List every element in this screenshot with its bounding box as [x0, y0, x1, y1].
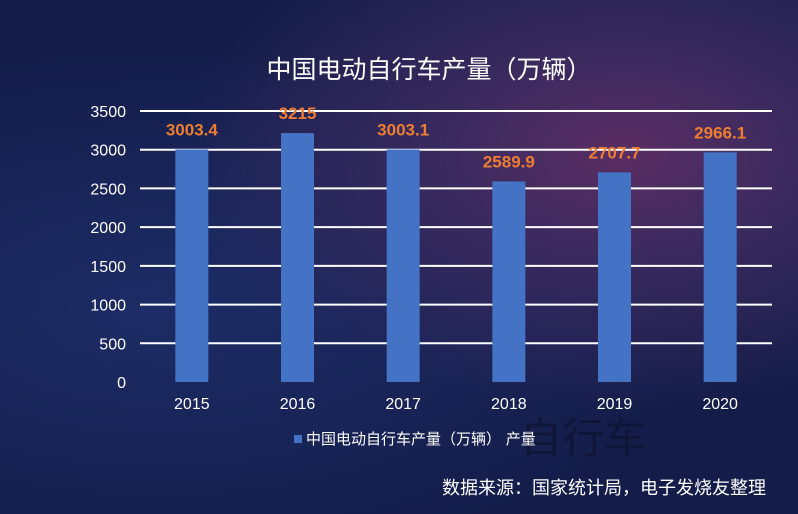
legend-label: 中国电动自行车产量（万辆） 产量: [306, 430, 536, 448]
x-tick-label: 2018: [491, 396, 527, 413]
x-tick-label: 2019: [597, 396, 633, 413]
y-tick-label: 0: [117, 375, 126, 392]
bar: [492, 181, 526, 382]
data-label: 2966.1: [694, 123, 746, 142]
legend: 中国电动自行车产量（万辆） 产量: [294, 428, 536, 449]
chart-title: 中国电动自行车产量（万辆）: [266, 55, 592, 84]
background-watermark: 自行车: [520, 414, 647, 463]
data-label: 3215: [279, 104, 317, 123]
bar: [281, 133, 314, 382]
data-label: 2707.7: [589, 143, 641, 162]
data-label: 3003.1: [377, 120, 429, 139]
bar: [386, 149, 420, 382]
y-tick-label: 2000: [90, 220, 126, 237]
y-tick-label: 1500: [90, 259, 126, 276]
x-tick-label: 2020: [702, 396, 738, 413]
y-tick-label: 500: [99, 336, 126, 353]
x-tick-label: 2015: [174, 396, 210, 413]
x-tick-label: 2017: [385, 396, 421, 413]
bar: [598, 172, 631, 382]
source-note: 数据来源：国家统计局，电子发烧友整理: [442, 478, 766, 499]
y-tick-label: 3500: [90, 104, 126, 121]
bar: [703, 152, 737, 382]
y-tick-label: 2500: [90, 181, 126, 198]
x-tick-label: 2016: [280, 396, 316, 413]
legend-swatch: [294, 434, 302, 443]
y-tick-label: 3000: [90, 143, 126, 160]
bar: [175, 149, 209, 382]
data-label: 3003.4: [166, 120, 219, 139]
data-label: 2589.9: [483, 152, 535, 171]
y-tick-label: 1000: [90, 298, 126, 315]
